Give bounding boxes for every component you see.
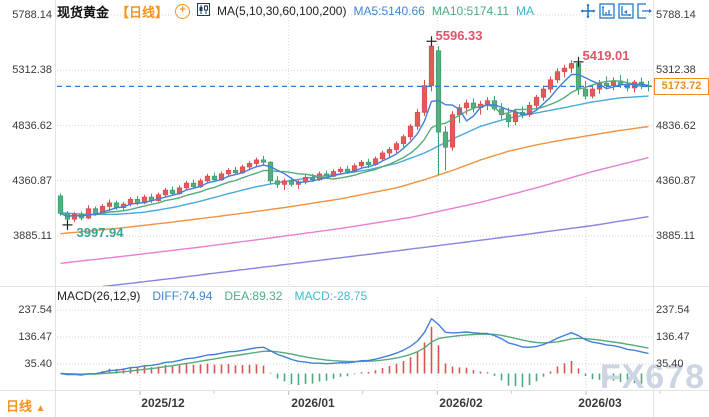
chart-toolbar — [580, 3, 653, 19]
macd-value-label: MACD:-28.75 — [294, 289, 368, 303]
macd-dea-label: DEA:89.32 — [224, 289, 283, 303]
macd-header: MACD(26,12,9) DIFF:74.94 DEA:89.32 MACD:… — [57, 289, 367, 303]
chart-header: 现货黄金 【日线】 + MA(5,10,30,60,100,200) MA5:5… — [57, 2, 534, 20]
price-tick-left: 5312.38 — [12, 64, 52, 76]
exit-chart-icon[interactable] — [637, 3, 653, 19]
macd-tick-left: 237.54 — [18, 304, 52, 316]
period-selector-label: 日线 — [6, 399, 33, 414]
price-tick-left: 3885.11 — [13, 230, 52, 242]
left-axis-divider — [55, 0, 56, 417]
ma-more-label: MA — [516, 4, 535, 18]
scale-x-axis-icon[interactable] — [618, 3, 634, 19]
fx678-watermark: FX678 — [599, 358, 705, 396]
period-selector-button[interactable]: 日线 ▲ — [6, 396, 46, 415]
price-tick-right: 3885.11 — [656, 230, 695, 242]
macd-tick-right: 237.54 — [656, 304, 690, 316]
ma-settings-label: MA(5,10,30,60,100,200) — [217, 4, 347, 18]
candlestick-chart-icon — [197, 3, 211, 19]
price-tick-right: 5312.38 — [656, 64, 696, 76]
last-price-badge: 5173.72 — [654, 77, 709, 95]
ma10-value-label: MA10:5174.11 — [431, 4, 510, 18]
crosshair-move-icon[interactable] — [580, 3, 596, 19]
add-indicator-icon[interactable]: + — [175, 3, 191, 19]
time-tick: 2026/02 — [439, 396, 483, 410]
time-tick: 2025/12 — [141, 396, 185, 410]
price-tick-right: 4836.62 — [656, 120, 696, 132]
macd-tick-right: 136.47 — [656, 331, 690, 343]
price-tick-right: 5788.14 — [656, 9, 696, 21]
symbol-name: 现货黄金 — [57, 4, 110, 20]
time-tick: 2026/01 — [291, 396, 335, 410]
price-tick-left: 4360.87 — [12, 175, 52, 187]
pane-divider — [0, 286, 709, 287]
low-price-annotation: 3997.94 — [76, 224, 124, 240]
price-tick-left: 4836.62 — [12, 120, 52, 132]
high-price-annotation: 5596.33 — [435, 28, 483, 44]
chevron-up-icon: ▲ — [35, 403, 46, 414]
price-tick-left: 5788.14 — [12, 9, 52, 21]
macd-tick-right: 35.40 — [656, 358, 684, 370]
right-axis-divider — [653, 0, 654, 417]
price-tick-right: 4360.87 — [656, 175, 696, 187]
macd-title: MACD(26,12,9) — [57, 289, 141, 303]
macd-tick-left: 136.47 — [18, 331, 52, 343]
macd-diff-label: DIFF:74.94 — [152, 289, 213, 303]
time-tick: 2026/03 — [578, 396, 622, 410]
time-axis-divider — [0, 390, 709, 391]
ma5-value-label: MA5:5140.66 — [353, 4, 425, 18]
macd-tick-left: 35.40 — [24, 358, 52, 370]
scale-y-axis-icon[interactable] — [599, 3, 615, 19]
high-price-annotation: 5419.01 — [582, 47, 630, 63]
period-tag: 【日线】 — [116, 4, 169, 20]
